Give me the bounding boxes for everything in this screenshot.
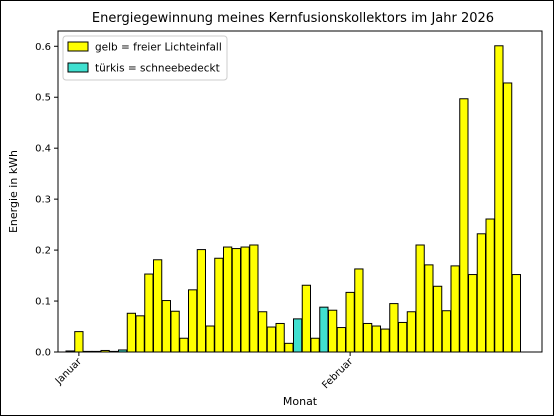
bar-free <box>301 284 311 353</box>
y-tick-label: 0.5 <box>35 93 51 104</box>
y-axis-label: Energie in kWh <box>7 150 20 233</box>
bar-free <box>284 342 294 353</box>
legend-label-snow: türkis = schneebedeckt <box>95 63 220 75</box>
bar-free <box>363 322 373 353</box>
legend-swatch-free <box>67 41 89 52</box>
bar-free <box>170 310 180 353</box>
bar-free <box>485 218 495 353</box>
bar-snow <box>319 306 329 353</box>
x-axis: Januar Februar <box>53 352 356 391</box>
legend-label-free: gelb = freier Lichteinfall <box>95 42 222 54</box>
bars-group <box>65 45 521 353</box>
y-tick-label: 0.6 <box>35 42 51 53</box>
x-axis-label: Monat <box>283 395 318 408</box>
bar-free <box>144 273 154 353</box>
bar-free <box>188 289 198 353</box>
y-tick-label: 0.4 <box>35 144 51 155</box>
bar-free <box>310 337 320 353</box>
bar-free <box>398 321 408 353</box>
bar-free <box>389 303 399 353</box>
y-tick-label: 0.3 <box>35 195 51 206</box>
bar-free <box>433 285 443 353</box>
legend-swatch-snow <box>67 62 89 73</box>
y-tick-label: 0.2 <box>35 246 51 257</box>
x-tick-label: Januar <box>53 356 85 388</box>
bar-free <box>415 244 425 353</box>
bar-free <box>153 259 163 353</box>
bar-free <box>231 248 241 353</box>
chart-title: Energiegewinnung meines Kernfusionskolle… <box>92 11 494 26</box>
bar-free <box>459 98 469 353</box>
bar-free <box>240 246 250 353</box>
bar-free <box>336 327 346 353</box>
bar-free <box>380 328 390 353</box>
bar-free <box>74 331 84 353</box>
bar-free <box>371 325 381 353</box>
bar-free <box>345 291 355 353</box>
bar-free <box>223 246 233 353</box>
bar-free <box>450 265 460 353</box>
bar-free <box>406 311 416 353</box>
bar-free <box>179 337 189 353</box>
bar-free <box>424 264 434 353</box>
bar-free <box>196 249 206 353</box>
bar-free <box>275 322 285 353</box>
bar-free <box>494 45 504 353</box>
bar-free <box>258 311 268 353</box>
legend-box <box>62 35 228 81</box>
bar-free <box>126 312 136 353</box>
bar-free <box>328 309 338 353</box>
bar-free <box>249 244 259 353</box>
legend: gelb = freier Lichteinfall türkis = schn… <box>62 35 228 81</box>
bar-free <box>214 257 224 353</box>
bar-free <box>161 300 171 353</box>
bar-free <box>511 274 521 353</box>
x-tick-label: Februar <box>320 356 356 392</box>
y-tick-label: 0.1 <box>35 297 51 308</box>
y-axis: 0.0 0.1 0.2 0.3 0.4 0.5 0.6 <box>35 42 58 359</box>
bar-free <box>135 315 145 353</box>
y-tick-label: 0.0 <box>35 348 51 359</box>
bar-free <box>205 325 215 353</box>
bar-free <box>468 274 478 353</box>
bar-snow <box>293 318 303 353</box>
bar-free <box>476 233 486 353</box>
bar-free <box>441 310 451 353</box>
bar-free <box>354 268 364 353</box>
bar-free <box>266 326 276 353</box>
bar-free <box>503 82 513 353</box>
plot-area-frame <box>57 30 543 353</box>
